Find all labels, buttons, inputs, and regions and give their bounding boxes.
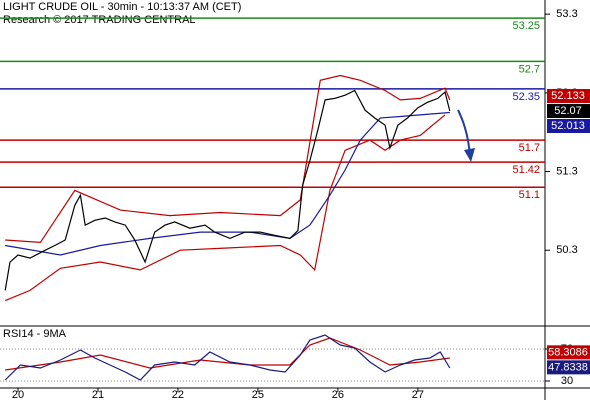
- plot-layer: 50.351.352.353.353.2552.752.3551.751.425…: [0, 8, 590, 400]
- last-value-label: 58.3086: [548, 346, 588, 358]
- series-line: [4, 334, 451, 381]
- rsi-title: RSI14 - 9MA: [3, 328, 67, 340]
- series-line: [4, 89, 451, 291]
- last-value-box: [547, 88, 590, 103]
- x-tick-label: 22: [172, 389, 184, 400]
- series-line: [5, 337, 450, 371]
- series-line: [5, 111, 450, 256]
- level-label: 53.25: [512, 20, 540, 32]
- last-value-box: [547, 345, 590, 360]
- last-value-label: 47.8338: [548, 361, 588, 373]
- x-tick-label: 26: [332, 389, 344, 400]
- last-value-label: 52.133: [551, 90, 585, 102]
- x-tick-label: 27: [412, 389, 424, 400]
- series-line: [5, 74, 451, 244]
- y-tick-label: 51.3: [556, 165, 577, 177]
- last-value-label: 52.07: [554, 105, 582, 117]
- last-value-box: [547, 360, 590, 375]
- last-value-box: [547, 118, 590, 133]
- level-label: 51.7: [519, 142, 540, 154]
- level-label: 52.35: [512, 91, 540, 103]
- chart-subtitle: Research © 2017 TRADING CENTRAL: [3, 14, 196, 26]
- x-tick-label: 25: [252, 389, 264, 400]
- last-value-label: 52.013: [551, 120, 585, 132]
- y-tick-label: 50.3: [556, 244, 577, 256]
- level-label: 52.7: [519, 63, 540, 75]
- x-tick-label: 21: [92, 389, 104, 400]
- level-label: 51.1: [519, 189, 540, 201]
- y-tick-label: 53.3: [556, 8, 577, 20]
- x-tick-label: 20: [12, 389, 24, 400]
- forecast-arrowhead: [464, 148, 475, 162]
- last-value-box: [547, 103, 590, 118]
- level-label: 51.42: [512, 164, 540, 176]
- chart-title: LIGHT CRUDE OIL - 30min - 10:13:37 AM (C…: [3, 1, 241, 13]
- y-tick-label: 30: [561, 375, 573, 387]
